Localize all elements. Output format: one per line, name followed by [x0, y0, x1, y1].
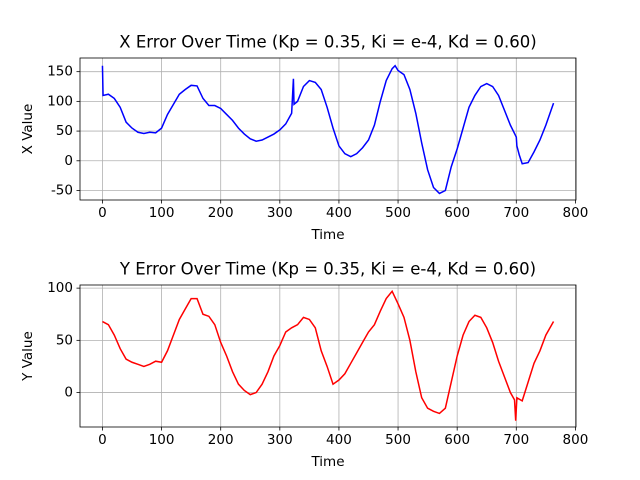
y-tick-label: 150 — [47, 64, 73, 80]
y-axis-label: X Value — [20, 104, 36, 155]
x-tick-label: 500 — [385, 205, 411, 221]
x-tick-label: 300 — [267, 432, 293, 448]
x-axis-label: Time — [310, 454, 344, 470]
data-line — [102, 289, 555, 421]
x-tick-label: 700 — [503, 432, 529, 448]
x-tick-label: 800 — [563, 205, 589, 221]
x-tick-label: 400 — [326, 432, 352, 448]
y-tick-label: 100 — [47, 280, 73, 296]
y-tick-label: 50 — [56, 332, 73, 348]
x-tick-label: 200 — [208, 432, 234, 448]
x-axis-label: Time — [310, 227, 344, 243]
y-tick-label: 0 — [64, 153, 73, 169]
data-line — [101, 64, 555, 195]
x-tick-label: 600 — [444, 205, 470, 221]
y-tick-label: 0 — [64, 385, 73, 401]
y-tick-label: 100 — [47, 93, 73, 109]
x-tick-label: 500 — [385, 432, 411, 448]
x-tick-label: 100 — [149, 205, 175, 221]
y-tick-label: 50 — [56, 123, 73, 139]
x-tick-label: 100 — [149, 432, 175, 448]
chart-title: X Error Over Time (Kp = 0.35, Ki = e-4, … — [119, 33, 536, 52]
x-tick-label: 600 — [444, 432, 470, 448]
x-tick-label: 400 — [326, 205, 352, 221]
axes-frame — [79, 284, 577, 428]
y-tick-label: -50 — [51, 182, 73, 198]
x-tick-label: 800 — [563, 432, 589, 448]
x-tick-label: 700 — [503, 205, 529, 221]
y-axis-label: Y Value — [20, 331, 36, 382]
axes-frame — [79, 57, 577, 201]
x-tick-label: 300 — [267, 205, 293, 221]
x-tick-label: 0 — [98, 205, 107, 221]
x-tick-label: 0 — [98, 432, 107, 448]
chart-title: Y Error Over Time (Kp = 0.35, Ki = e-4, … — [119, 260, 536, 279]
x-tick-label: 200 — [208, 205, 234, 221]
